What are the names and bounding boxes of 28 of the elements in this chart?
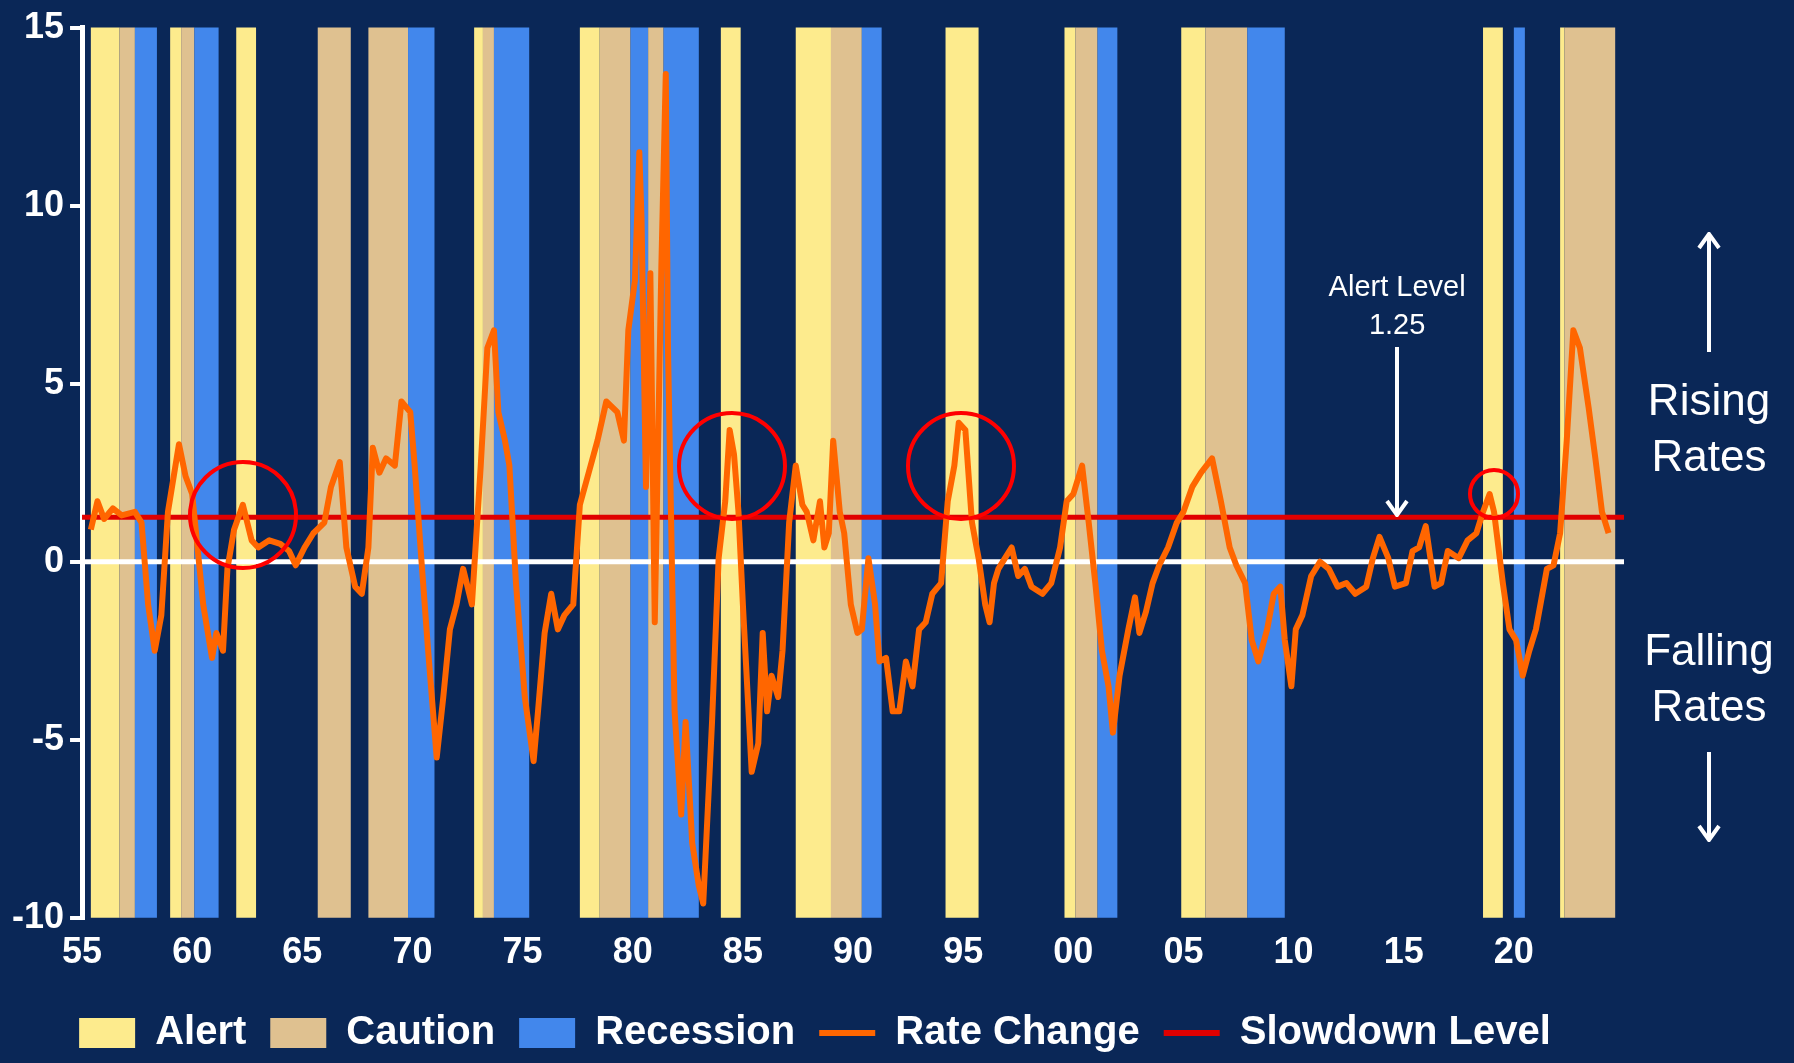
legend-label: Slowdown Level bbox=[1239, 1008, 1551, 1053]
y-tick-label: 5 bbox=[44, 360, 65, 402]
legend-label: Recession bbox=[595, 1008, 796, 1053]
x-tick-label: 90 bbox=[832, 930, 874, 972]
x-tick-label: 75 bbox=[502, 930, 543, 972]
x-tick-label: 55 bbox=[62, 930, 103, 972]
x-tick-label: 20 bbox=[1493, 930, 1534, 972]
x-tick-label: 65 bbox=[282, 930, 323, 972]
legend-label: Caution bbox=[346, 1008, 496, 1053]
text: Rising Rates bbox=[1646, 373, 1772, 482]
y-tick-label: 10 bbox=[23, 182, 65, 224]
x-tick-label: 05 bbox=[1163, 930, 1204, 972]
x-tick-label: 95 bbox=[943, 930, 984, 972]
annotation: Alert Level 1.25 bbox=[1328, 270, 1466, 341]
legend-label: Alert bbox=[155, 1008, 247, 1053]
x-tick-label: 15 bbox=[1383, 930, 1424, 972]
x-tick-label: 70 bbox=[392, 930, 433, 972]
x-tick-label: 80 bbox=[612, 930, 653, 972]
x-tick-label: 85 bbox=[722, 930, 763, 972]
text: Falling Rates bbox=[1643, 623, 1775, 732]
y-tick-label: 15 bbox=[23, 4, 65, 46]
x-tick-label: 10 bbox=[1273, 930, 1314, 972]
x-tick-label: 60 bbox=[172, 930, 213, 972]
x-tick-label: 00 bbox=[1053, 930, 1094, 972]
y-tick-label: -10 bbox=[12, 894, 65, 936]
y-tick-label: 0 bbox=[44, 538, 65, 580]
legend-label: Rate Change bbox=[895, 1008, 1140, 1053]
y-tick-label: -5 bbox=[32, 716, 65, 758]
